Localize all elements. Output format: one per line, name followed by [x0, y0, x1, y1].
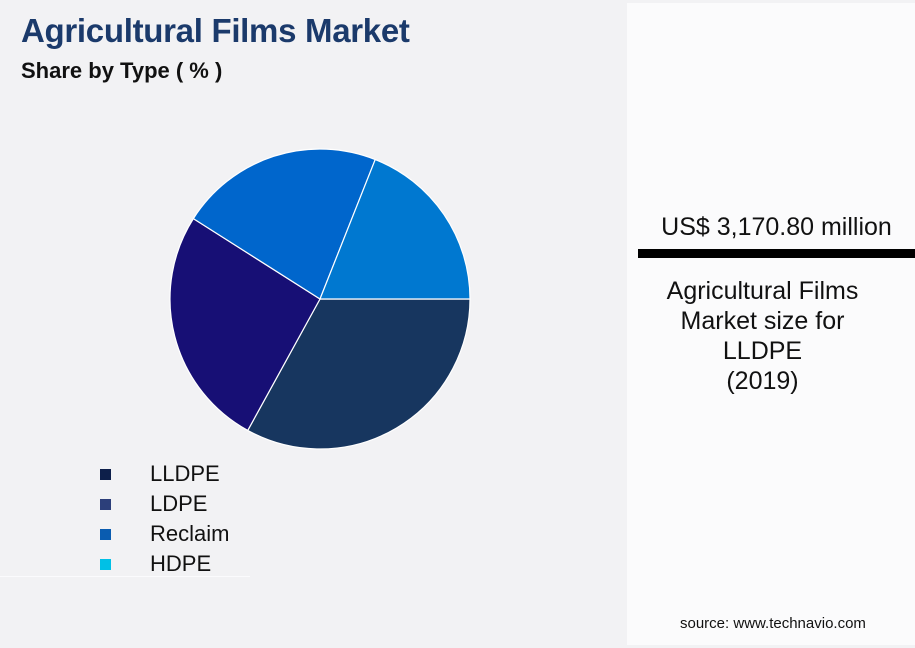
kpi-caption-line: Agricultural Films [666, 277, 859, 305]
pie-slice-hdpe [319, 158, 471, 300]
legend-swatch-icon [100, 528, 111, 540]
legend-label: HDPE [150, 551, 212, 576]
legend-item-hdpe: HDPE [100, 549, 229, 579]
kpi-caption-line: Market size for [680, 307, 845, 335]
legend-item-reclaim: Reclaim [100, 519, 229, 549]
kpi-underline [638, 249, 915, 258]
legend-swatch-icon [100, 498, 111, 510]
legend-label: LLDPE [150, 461, 220, 486]
kpi-panel [627, 3, 915, 645]
legend-label: Reclaim [150, 521, 230, 546]
legend-item-ldpe: LDPE [100, 489, 229, 519]
kpi-caption-line: (2019) [726, 367, 799, 395]
legend-swatch-icon [100, 468, 111, 480]
legend-swatch-icon [100, 558, 111, 570]
pie-slice-ldpe [169, 217, 321, 432]
kpi-caption: Agricultural Films Market size for LLDPE… [620, 276, 905, 396]
chart-subtitle: Share by Type ( % ) [21, 58, 223, 83]
legend-item-lldpe: LLDPE [100, 459, 229, 489]
source-text: source: www.technavio.com [680, 615, 866, 632]
legend: LLDPE LDPE Reclaim HDPE [100, 459, 229, 579]
chart-title: Agricultural Films Market [21, 12, 410, 49]
kpi-caption-line: LLDPE [722, 337, 803, 365]
kpi-value: US$ 3,170.80 million [661, 213, 892, 241]
pie-slice-reclaim [192, 148, 376, 300]
divider [0, 576, 250, 577]
legend-label: LDPE [150, 491, 208, 516]
pie-chart [169, 148, 471, 450]
pie-slice-lldpe [246, 298, 471, 450]
